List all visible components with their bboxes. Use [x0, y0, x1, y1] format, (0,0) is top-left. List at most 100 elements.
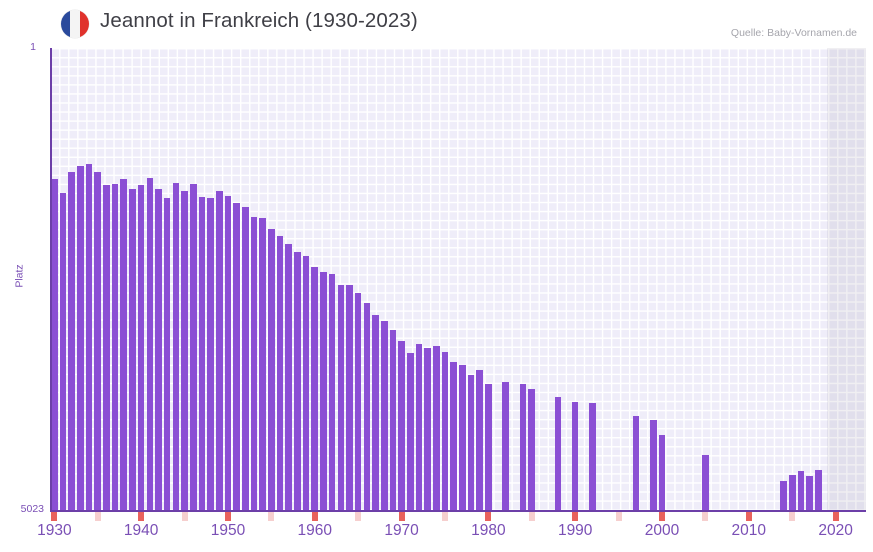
x-axis-tick-label: 2020 [818, 522, 853, 539]
bar [77, 165, 84, 511]
bar [814, 470, 822, 511]
x-axis-tick-label: 1990 [557, 522, 593, 539]
france-flag-icon [61, 10, 89, 38]
x-axis-tick [572, 512, 579, 521]
bar [528, 389, 536, 511]
bar [129, 189, 136, 511]
bar [467, 374, 475, 511]
x-axis-minor-tick [702, 512, 709, 521]
x-axis-tick [51, 512, 58, 521]
bar [450, 362, 457, 511]
bar [155, 189, 162, 511]
bar [632, 415, 640, 511]
flag-band-red [79, 10, 89, 38]
x-axis-minor-tick [528, 512, 535, 521]
bar [780, 481, 787, 511]
bar [328, 273, 336, 511]
bar [68, 171, 75, 511]
bar [51, 179, 58, 511]
flag-band-blue [61, 10, 71, 38]
bar [363, 303, 371, 511]
bar [146, 178, 154, 511]
bar [215, 191, 223, 511]
bar [519, 384, 527, 511]
source-attribution: Quelle: Baby-Vornamen.de [730, 27, 857, 39]
chart-title: Jeannot in Frankreich (1930-2023) [100, 9, 418, 32]
bar [424, 347, 431, 511]
bar [103, 184, 110, 511]
bar [658, 435, 666, 511]
bar [380, 321, 388, 511]
bar [797, 470, 805, 511]
bar [294, 252, 301, 511]
bar [806, 476, 813, 511]
bar [571, 401, 579, 511]
bar [337, 285, 345, 511]
x-axis-tick-label: 1960 [297, 522, 333, 539]
bar [554, 397, 562, 511]
bar [459, 364, 466, 511]
flag-band-white [70, 10, 80, 38]
y-axis-top-label: 1 [30, 41, 36, 53]
x-axis-tick-label: 1940 [123, 522, 159, 539]
bar [441, 351, 449, 511]
x-axis-tick-label: 2010 [731, 522, 767, 539]
x-axis-tick [485, 512, 492, 521]
bar [85, 163, 93, 511]
bar [120, 178, 128, 511]
bar [137, 185, 145, 511]
x-axis-minor-tick [355, 512, 362, 521]
x-axis-tick [745, 512, 752, 521]
x-axis-minor-tick [789, 512, 796, 521]
bar [406, 352, 414, 511]
x-axis-tick [398, 512, 405, 521]
plot-area [50, 48, 866, 511]
bar [476, 369, 483, 511]
x-axis-tick [138, 512, 145, 521]
bar [320, 271, 327, 511]
bar [589, 402, 596, 511]
bar [198, 196, 206, 511]
x-axis-tick [659, 512, 665, 521]
x-axis-minor-tick [94, 512, 101, 521]
bar [94, 172, 102, 511]
x-axis-minor-tick [268, 512, 275, 521]
x-axis-minor-tick [441, 512, 448, 521]
bar [276, 235, 284, 511]
bar [432, 345, 440, 511]
y-axis-title: Platz [13, 264, 26, 288]
bar [207, 197, 214, 511]
bar [415, 344, 423, 511]
bar [398, 340, 405, 511]
bar [485, 384, 492, 511]
bar [311, 266, 319, 511]
bar [354, 293, 362, 511]
bar [502, 382, 510, 511]
bar [788, 474, 796, 511]
x-axis-line [50, 510, 866, 512]
bar [702, 454, 709, 511]
x-axis-tick-label: 1950 [210, 522, 246, 539]
bar [285, 244, 293, 511]
bar-series [50, 48, 866, 511]
x-axis-minor-tick [615, 512, 622, 521]
x-axis-tick [311, 512, 318, 521]
bar [172, 183, 180, 511]
chart-header: Jeannot in Frankreich (1930-2023) Quelle… [0, 0, 873, 48]
bar [181, 191, 188, 511]
bar [233, 203, 240, 511]
bar [250, 216, 258, 511]
bar [268, 228, 275, 511]
bar [650, 420, 657, 511]
x-axis-minor-tick [181, 512, 188, 521]
bar [389, 330, 397, 511]
x-axis-tick [832, 512, 839, 521]
x-axis-tick-label: 1930 [37, 522, 72, 539]
bar [189, 184, 197, 511]
x-axis-tick-label: 2000 [644, 522, 680, 539]
bar [242, 206, 249, 511]
bar [259, 218, 266, 511]
x-axis-tick-label: 1980 [471, 522, 506, 539]
bar [59, 193, 67, 511]
bar [224, 196, 232, 511]
